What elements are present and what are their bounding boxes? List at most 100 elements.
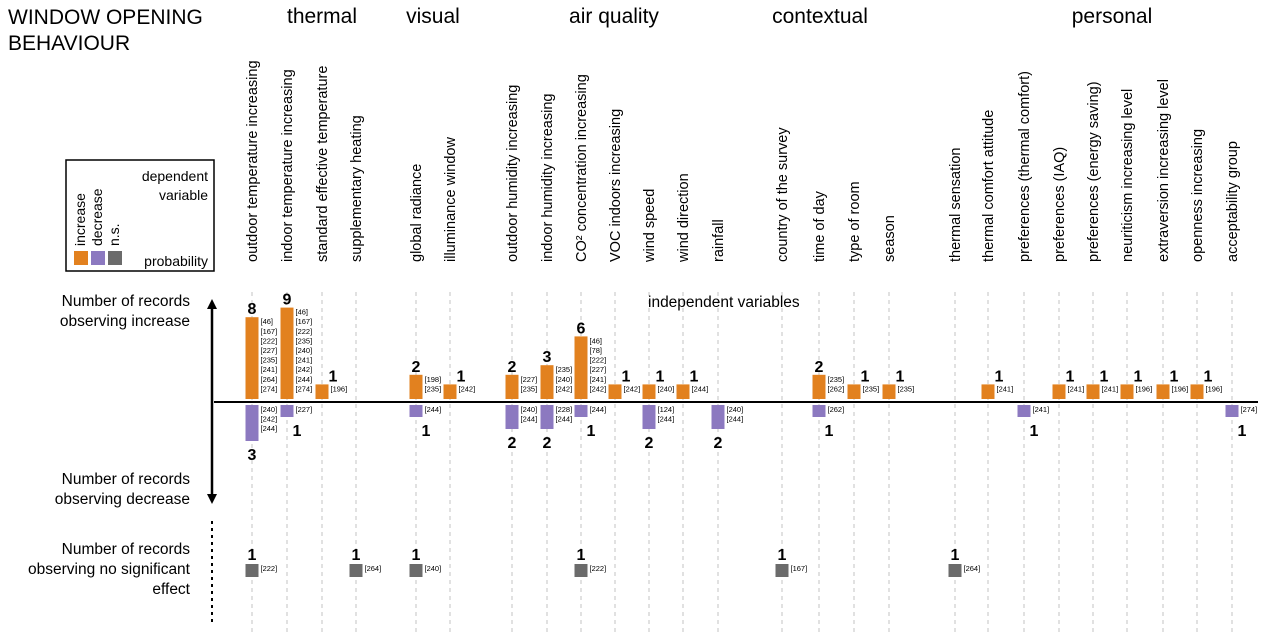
category-visual: visual	[406, 5, 460, 28]
increase-bar	[812, 374, 826, 399]
increase-bar	[608, 384, 622, 399]
increase-count: 1	[1134, 368, 1143, 385]
increase-reference: [241]	[590, 375, 607, 384]
increase-reference: [227]	[590, 365, 607, 374]
increase-count: 2	[412, 359, 421, 376]
increase-count: 1	[329, 368, 338, 385]
axis-ns-line-2: observing no significant	[28, 561, 191, 578]
decrease-reference: [244]	[556, 415, 573, 424]
title-line-2: BEHAVIOUR	[8, 32, 130, 55]
increase-reference: [46]	[296, 308, 309, 317]
category-thermal: thermal	[287, 5, 357, 28]
increase-count: 6	[577, 320, 586, 337]
decrease-bar	[642, 405, 656, 429]
decrease-reference: [124]	[658, 405, 675, 414]
decrease-reference: [240]	[261, 405, 278, 414]
increase-count: 1	[861, 368, 870, 385]
decrease-bar	[409, 405, 423, 417]
variable-label: global radiance	[409, 164, 425, 262]
decrease-count: 1	[825, 423, 834, 440]
increase-reference: [196]	[1136, 384, 1153, 393]
variable-label: neuriticism increasing level	[1120, 89, 1136, 262]
increase-reference: [167]	[261, 327, 278, 336]
increase-reference: [227]	[261, 346, 278, 355]
decrease-bar	[1017, 405, 1031, 417]
ns-reference: [167]	[791, 564, 808, 573]
increase-bar	[574, 336, 588, 399]
legend-swatch-ns	[108, 251, 122, 265]
variable-label: time of day	[812, 190, 828, 262]
legend-swatch-increase	[74, 251, 88, 265]
increase-count: 1	[622, 368, 631, 385]
decrease-reference: [244]	[261, 424, 278, 433]
independent-variables-label: independent variables	[648, 294, 800, 311]
legend-probability: probability	[144, 253, 208, 269]
increase-count: 2	[815, 359, 824, 376]
increase-count: 2	[508, 359, 517, 376]
variable-label: season	[882, 215, 898, 262]
ns-bar	[948, 564, 962, 577]
axis-decrease-line-2: observing decrease	[55, 491, 190, 508]
ns-count: 1	[412, 547, 421, 564]
increase-reference: [241]	[261, 365, 278, 374]
increase-reference: [242]	[556, 384, 573, 393]
increase-reference: [242]	[624, 384, 641, 393]
increase-reference: [240]	[296, 346, 313, 355]
increase-reference: [244]	[692, 384, 709, 393]
ns-count: 1	[352, 547, 361, 564]
decrease-bar	[245, 405, 259, 441]
increase-count: 9	[283, 292, 292, 309]
variable-label: VOC indoors increasing	[608, 109, 624, 262]
increase-bar	[676, 384, 690, 399]
increase-reference: [46]	[261, 317, 274, 326]
variable-label: outdoor humidity increasing	[505, 85, 521, 262]
increase-count: 8	[248, 301, 257, 318]
increase-reference: [196]	[1206, 384, 1223, 393]
variable-label: extraversion increasing level	[1156, 79, 1172, 262]
increase-bar	[315, 384, 329, 399]
increase-bar	[443, 384, 457, 399]
variable-label: standard effective temperature	[315, 66, 331, 262]
increase-reference: [222]	[261, 336, 278, 345]
increase-reference: [241]	[997, 384, 1014, 393]
increase-bar	[245, 317, 259, 399]
decrease-reference: [241]	[1033, 405, 1050, 414]
increase-reference: [242]	[296, 365, 313, 374]
ns-reference: [264]	[365, 564, 382, 573]
increase-reference: [241]	[296, 356, 313, 365]
increase-reference: [264]	[261, 375, 278, 384]
variable-label: outdoor temperature increasing	[245, 60, 261, 262]
increase-count: 1	[1066, 368, 1075, 385]
increase-count: 1	[995, 368, 1004, 385]
variable-label: indoor humidity increasing	[540, 94, 556, 262]
increase-bar	[981, 384, 995, 399]
increase-reference: [196]	[331, 384, 348, 393]
ns-reference: [222]	[590, 564, 607, 573]
legend: dependent variable probability increase …	[65, 159, 215, 272]
ns-reference: [264]	[964, 564, 981, 573]
increase-bar	[1052, 384, 1066, 399]
decrease-reference: [242]	[261, 415, 278, 424]
variable-label: preferences (energy saving)	[1086, 81, 1102, 262]
decrease-bar	[540, 405, 554, 429]
category-contextual: contextual	[772, 5, 868, 28]
ns-reference: [240]	[425, 564, 442, 573]
variable-label: acceptability group	[1225, 141, 1241, 262]
legend-dependent: dependent	[142, 168, 208, 184]
decrease-reference: [274]	[1241, 405, 1258, 414]
increase-count: 1	[457, 368, 466, 385]
increase-reference: [242]	[590, 384, 607, 393]
ns-count: 1	[951, 547, 960, 564]
ns-count: 1	[248, 547, 257, 564]
increase-reference: [274]	[296, 384, 313, 393]
chart-marks: outdoor temperature increasing8[46][167]…	[245, 60, 1257, 577]
decrease-reference: [240]	[727, 405, 744, 414]
decrease-reference: [244]	[658, 415, 675, 424]
decrease-reference: [244]	[727, 415, 744, 424]
axis-ns-line-3: effect	[152, 581, 190, 598]
increase-bar	[505, 374, 519, 399]
decrease-bar	[505, 405, 519, 429]
variable-label: thermal sensation	[948, 148, 964, 262]
increase-count: 1	[690, 368, 699, 385]
axis-decrease-line-1: Number of records	[62, 471, 191, 488]
